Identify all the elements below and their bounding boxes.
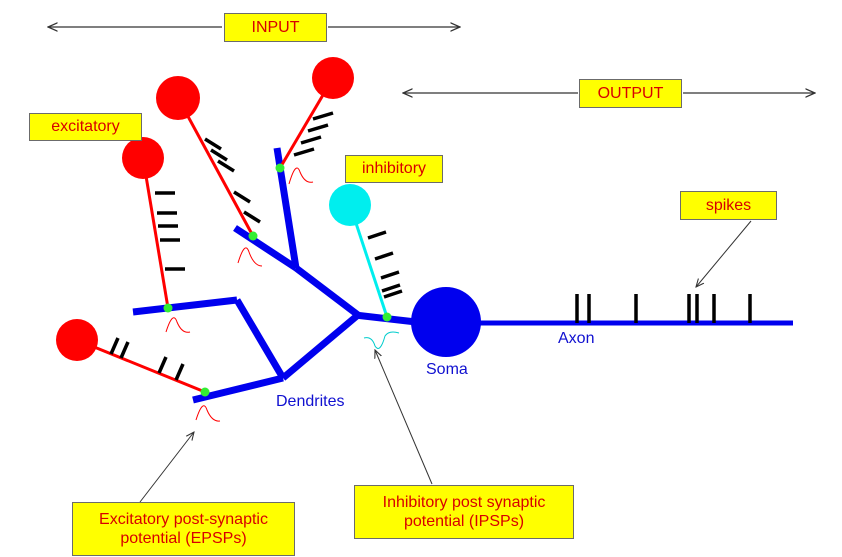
- epsp-label: Excitatory post-synaptic potential (EPSP…: [72, 502, 295, 556]
- ipsp-pointer-arrow: [375, 350, 433, 485]
- soma-label: Soma: [426, 361, 468, 378]
- epsp-waves: [165, 167, 314, 422]
- ipsp-label-line1: Inhibitory post synaptic: [382, 493, 546, 511]
- synapse-dot: [382, 312, 392, 322]
- epsp-wave: [195, 405, 221, 422]
- synapse-dot: [200, 387, 210, 397]
- inhibitory-neuron: [329, 184, 403, 318]
- excitatory-neuron: [278, 57, 354, 169]
- epsp-pointer-arrow: [139, 432, 194, 503]
- excitatory-neuron: [156, 76, 261, 237]
- axon-spikes: [575, 294, 752, 323]
- epsp-label-line1: Excitatory post-synaptic: [99, 510, 268, 528]
- spikes-pointer-arrow: [696, 220, 752, 287]
- ipsp-label-line2: potential (IPSPs): [403, 513, 525, 530]
- epsp-wave: [288, 167, 314, 185]
- epsp-wave: [237, 247, 263, 267]
- synapse-dot: [275, 163, 285, 173]
- synapse-dot: [248, 231, 258, 241]
- inhibitory-label: inhibitory: [345, 155, 443, 183]
- soma: [411, 287, 481, 357]
- ipsp-wave: [363, 331, 400, 349]
- excitatory-neuron: [56, 319, 206, 394]
- axon-label: Axon: [558, 330, 595, 347]
- ipsp-label: Inhibitory post synaptic potential (IPSP…: [354, 485, 574, 539]
- epsp-wave: [165, 317, 191, 333]
- output-label: OUTPUT: [579, 79, 682, 108]
- excitatory-label: excitatory: [29, 113, 142, 141]
- dendrites: [132, 147, 426, 404]
- synapses: [163, 163, 392, 397]
- input-label: INPUT: [224, 13, 327, 42]
- dendrites-label: Dendrites: [276, 393, 345, 410]
- excitatory-neuron: [122, 137, 185, 309]
- synapse-dot: [163, 303, 173, 313]
- epsp-label-line2: potential (EPSPs): [120, 530, 247, 547]
- spikes-label: spikes: [680, 191, 777, 220]
